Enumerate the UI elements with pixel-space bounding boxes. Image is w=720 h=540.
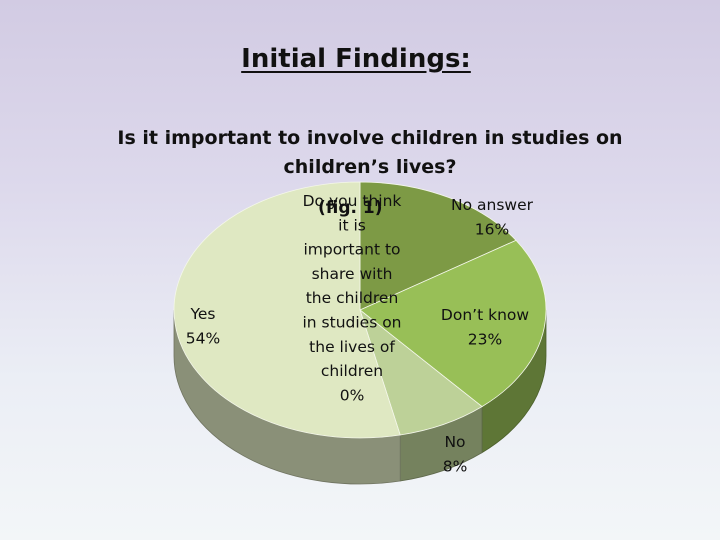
slice-data-label: No 8% (443, 433, 468, 475)
chart-question-title: Is it important to involve children in s… (117, 127, 623, 178)
slice-data-label: Do you think it is important to share with t… (302, 192, 401, 404)
slice-data-label: Yes 54% (186, 305, 220, 347)
slice-data-label: Don’t know 23% (441, 306, 529, 348)
slide-title: Initial Findings: (241, 44, 471, 74)
pie-slice (359, 239, 547, 408)
figure-label: (fig. 1) (318, 198, 383, 218)
pie-slice (359, 181, 517, 311)
slice-data-label: No answer 16% (451, 196, 534, 238)
pie-slice (173, 181, 401, 439)
